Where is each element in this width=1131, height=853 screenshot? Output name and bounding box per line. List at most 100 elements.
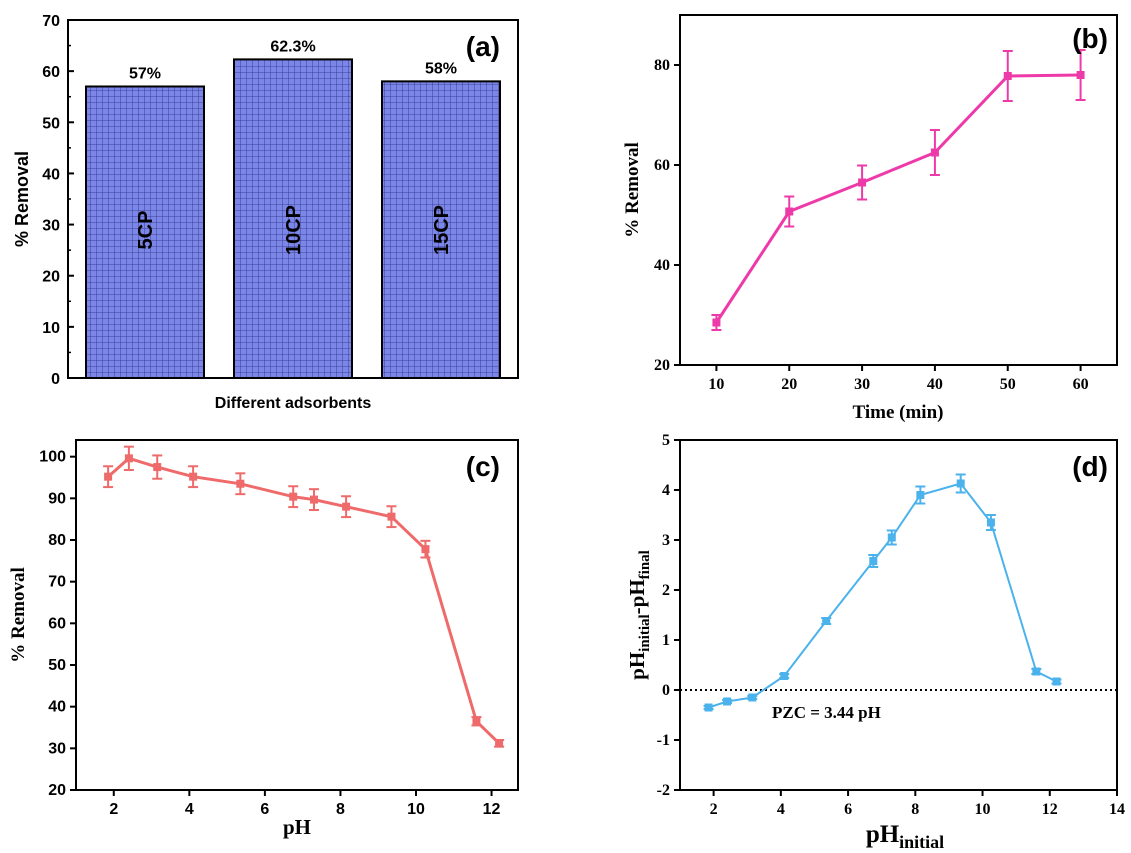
x-tick-label: 6 [844, 801, 852, 818]
panel-b-frame [679, 14, 1118, 366]
y-tick-label: 10 [42, 320, 60, 337]
y-tick-label: 5 [662, 432, 670, 449]
x-tick-label: 40 [927, 376, 943, 393]
data-point [748, 693, 757, 702]
x-tick-label: 12 [1042, 801, 1058, 818]
y-tick-label: 40 [48, 699, 66, 716]
data-point [310, 495, 318, 504]
x-tick-label: 14 [1109, 801, 1125, 818]
panel-c-y-axis-label: % Removal [8, 567, 29, 663]
y-tick-label: 40 [654, 257, 670, 274]
x-tick-label: 4 [777, 801, 785, 818]
bar-category-label-10CP: 10CP [283, 205, 305, 255]
y-tick-label: 20 [48, 782, 66, 799]
panel-d-label: (d) [1072, 451, 1108, 482]
panel-a-x-axis-label: Different adsorbents [215, 395, 372, 412]
bar-5CP [85, 85, 205, 379]
panel-d-series [703, 473, 1062, 712]
x-tick-label: 4 [185, 801, 194, 818]
bar-value-label-15CP: 58% [425, 60, 457, 77]
data-point [780, 672, 789, 680]
y-tick-label: 70 [42, 13, 60, 30]
data-point [342, 502, 351, 511]
data-point [822, 617, 831, 625]
panel-a-bars: 57% 5CP 62.3% 10CP 58% 15CP [85, 38, 501, 379]
panel-a-y-axis-label: % Removal [12, 151, 32, 247]
panel-d-y-axis-label-part2: initial [637, 614, 653, 652]
panel-a-y-ticks: 0 10 20 30 40 50 60 70 [42, 13, 74, 388]
panel-b: 10 20 30 40 50 60 20 40 60 80 (b) Time (min) % Re… [622, 14, 1118, 423]
panel-b-ticks: 10 20 30 40 50 60 20 40 60 80 [654, 57, 1089, 393]
series-line [715, 73, 1081, 324]
x-tick-label: 50 [1000, 376, 1016, 393]
y-tick-label: -1 [657, 732, 670, 749]
x-tick-label: 8 [911, 801, 919, 818]
data-point [785, 207, 794, 216]
y-tick-label: 20 [42, 269, 60, 286]
x-tick-label: 20 [781, 376, 797, 393]
y-tick-label: 0 [662, 682, 670, 699]
y-tick-label: 60 [654, 157, 670, 174]
y-tick-label: 80 [48, 532, 66, 549]
x-tick-label: 10 [708, 376, 724, 393]
y-tick-label: 30 [42, 218, 60, 235]
data-point [930, 148, 939, 157]
data-point [1052, 677, 1061, 686]
x-tick-label: 2 [710, 801, 718, 818]
y-tick-label: 90 [48, 490, 66, 507]
y-tick-label: 40 [42, 166, 60, 183]
panel-d-x-axis-label: pHinitial [866, 821, 944, 852]
panel-b-y-axis-label: % Removal [622, 142, 643, 238]
x-tick-label: 12 [483, 801, 501, 818]
panel-d-frame [679, 439, 1118, 791]
panel-b-x-axis-label: Time (min) [853, 402, 944, 423]
panel-c: 2 4 6 8 10 12 20 30 40 50 60 70 80 90 100 (c) pH % Rem… [8, 439, 519, 839]
y-tick-label: 3 [662, 532, 670, 549]
data-point [104, 472, 113, 481]
panel-d-y-axis-label-part4: final [637, 550, 653, 579]
x-tick-label: 60 [1073, 376, 1089, 393]
data-point [1003, 72, 1012, 80]
data-point [858, 178, 867, 187]
panel-b-label: (b) [1072, 23, 1108, 54]
panel-c-frame [75, 439, 519, 791]
data-point [189, 472, 198, 481]
y-tick-label: 4 [662, 482, 670, 499]
y-tick-label: 60 [42, 64, 60, 81]
y-tick-label: 80 [654, 57, 670, 74]
y-tick-label: 70 [48, 574, 66, 591]
data-point [712, 318, 721, 327]
panel-d-y-axis-label: pHinitial-pHfinal [625, 550, 653, 680]
y-tick-label: 20 [654, 357, 670, 374]
bar-10CP [233, 58, 353, 379]
y-tick-label: 100 [39, 449, 66, 466]
panel-c-ticks: 2 4 6 8 10 12 20 30 40 50 60 70 80 90 100 [39, 449, 500, 818]
y-tick-label: 30 [48, 740, 66, 757]
x-tick-label: 6 [260, 801, 269, 818]
data-point [153, 463, 162, 472]
y-tick-label: 1 [662, 632, 670, 649]
y-tick-label: 2 [662, 582, 670, 599]
panel-a-label: (a) [466, 31, 500, 62]
data-point [986, 518, 995, 527]
data-point [704, 703, 713, 712]
data-point [472, 717, 481, 726]
data-point [387, 512, 396, 521]
bar-value-label-5CP: 57% [129, 65, 161, 82]
x-tick-label: 30 [854, 376, 870, 393]
data-point [723, 697, 732, 706]
data-point [124, 454, 133, 463]
panel-b-series [711, 49, 1086, 331]
data-point [495, 739, 504, 748]
bar-value-label-10CP: 62.3% [270, 38, 315, 55]
data-point [916, 491, 925, 499]
series-line [107, 456, 501, 745]
bar-category-label-15CP: 15CP [431, 205, 453, 255]
x-tick-label: 10 [407, 801, 425, 818]
x-tick-label: 8 [336, 801, 345, 818]
data-point [887, 533, 896, 542]
y-tick-label: 50 [48, 657, 66, 674]
